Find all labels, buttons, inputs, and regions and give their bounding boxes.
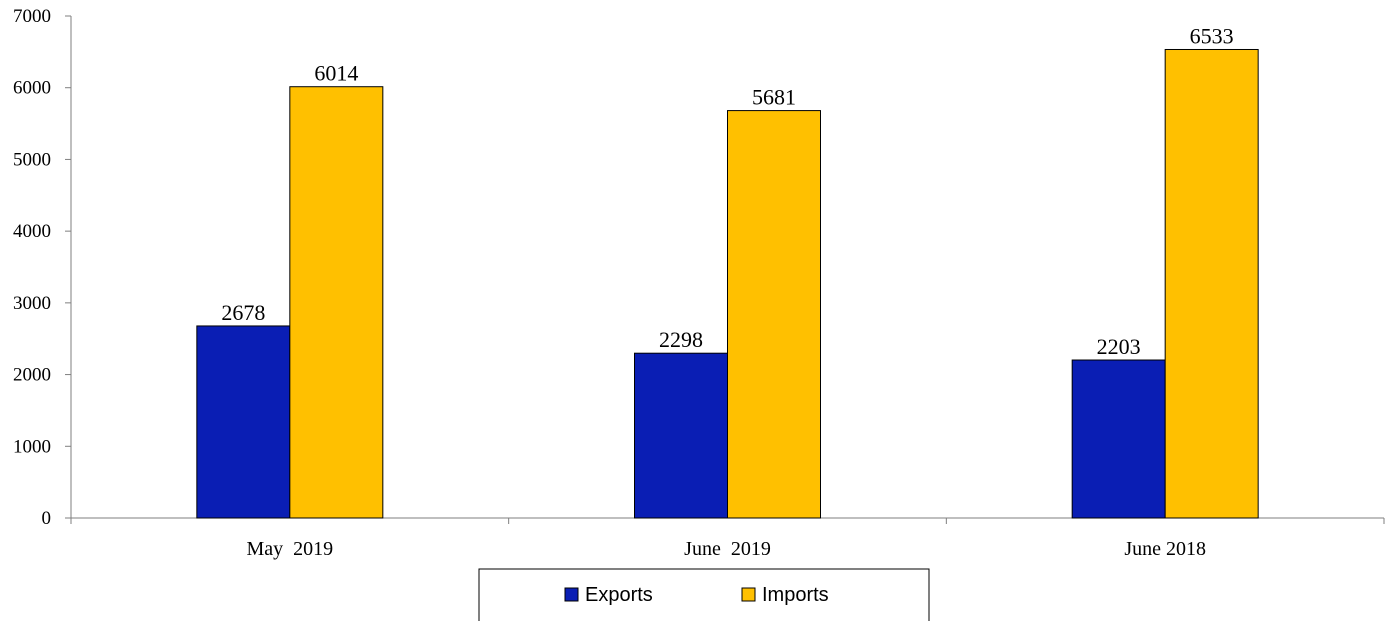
y-tick-label: 1000 — [13, 436, 51, 457]
legend: Exports Imports — [478, 568, 930, 621]
data-label-imports: 6533 — [1190, 23, 1234, 48]
y-tick-label: 7000 — [13, 6, 51, 27]
legend-label-exports: Exports — [585, 584, 653, 606]
y-tick-label: 3000 — [13, 293, 51, 314]
data-label-exports: 2298 — [659, 327, 703, 352]
data-label-imports: 6014 — [314, 61, 358, 86]
data-label-exports: 2678 — [221, 300, 265, 325]
bar-imports — [289, 86, 384, 519]
y-tick-label: 0 — [42, 508, 52, 529]
y-tick-label: 4000 — [13, 221, 51, 242]
legend-swatch-imports — [741, 587, 756, 602]
x-axis: May 2019 June 2019 June 2018 — [70, 517, 1385, 560]
y-tick-label: 5000 — [13, 149, 51, 170]
x-category-label: June 2019 — [684, 538, 771, 560]
y-tick-label: 2000 — [13, 365, 51, 386]
bar-exports — [196, 325, 291, 519]
bar-imports — [1164, 48, 1259, 519]
legend-box — [478, 568, 930, 621]
bar-exports — [634, 352, 728, 519]
bar-imports — [727, 110, 821, 519]
data-label-exports: 2203 — [1097, 334, 1141, 359]
legend-swatch-exports — [564, 587, 579, 602]
legend-label-imports: Imports — [762, 584, 829, 606]
bars: 2678 6014 2298 5681 2203 6533 — [196, 23, 1259, 519]
bar-exports — [1071, 359, 1166, 519]
y-axis: 0 1000 2000 3000 4000 5000 6000 7000 — [13, 6, 72, 529]
data-label-imports: 5681 — [752, 85, 796, 110]
x-category-label: June 2018 — [1124, 538, 1206, 560]
x-category-label: May 2019 — [246, 538, 333, 560]
y-tick-label: 6000 — [13, 78, 51, 99]
